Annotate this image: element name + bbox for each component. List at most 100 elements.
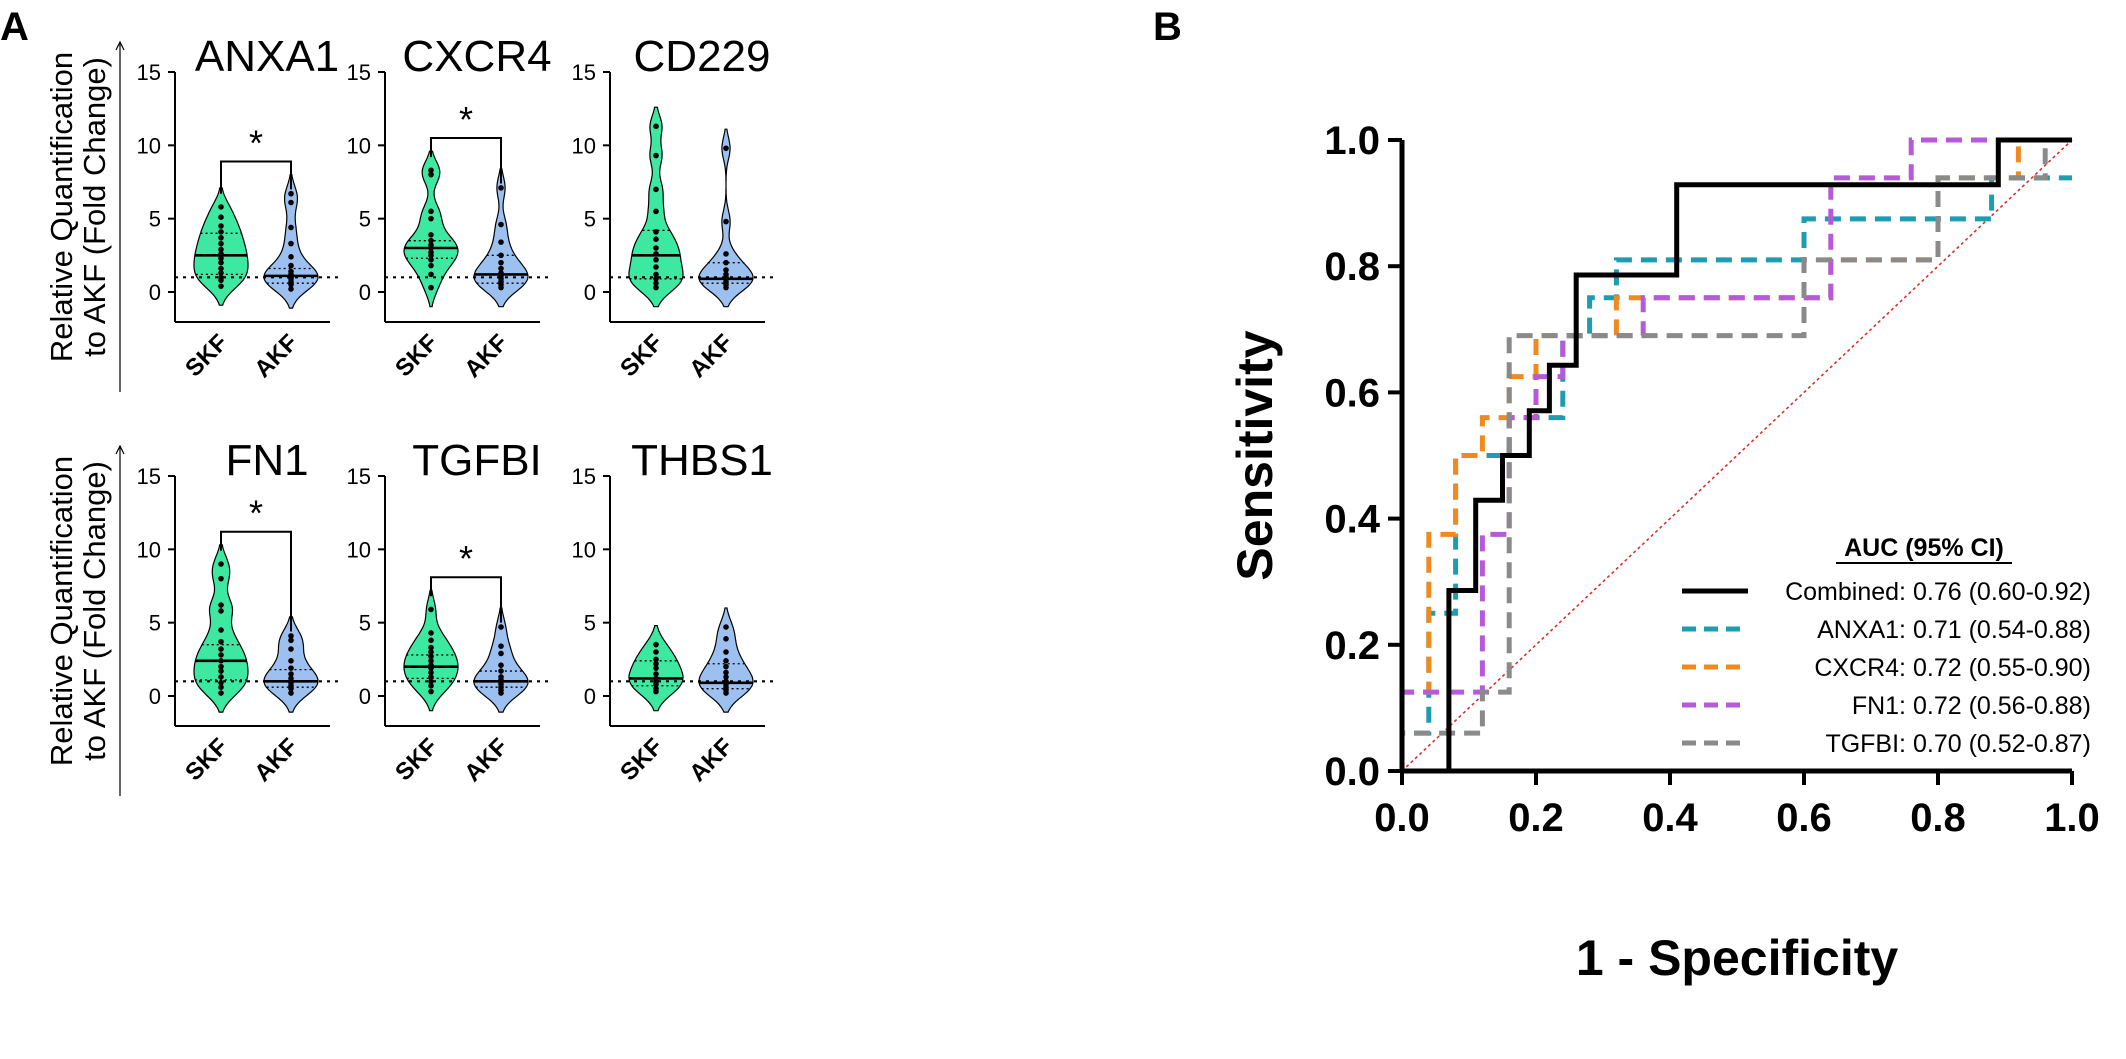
- data-point: [653, 660, 659, 667]
- data-point: [218, 234, 224, 241]
- significance-star: *: [249, 493, 263, 534]
- data-point: [723, 624, 729, 630]
- y-tick-label: 0: [359, 280, 371, 305]
- data-point: [723, 251, 729, 257]
- data-point: [218, 646, 224, 652]
- data-point: [218, 652, 224, 658]
- data-point: [218, 674, 224, 680]
- y-tick-label: 0: [584, 684, 596, 709]
- data-point: [428, 215, 434, 222]
- data-point: [498, 239, 504, 245]
- data-point: [498, 221, 504, 228]
- data-point: [288, 658, 294, 664]
- data-point: [723, 259, 729, 266]
- significance-star: *: [459, 99, 473, 140]
- data-point: [288, 268, 294, 275]
- roc-x-tick-label: 0.8: [1910, 796, 1966, 840]
- y-tick-label: 5: [149, 207, 161, 232]
- data-point: [428, 674, 434, 680]
- roc-y-tick-label: 0.2: [1324, 624, 1380, 668]
- violin-panel-cxcr4: CXCR4 0 5 10 15 SKF AKF *: [347, 32, 552, 383]
- violin-panel-tgfbi: TGFBI 0 5 10 15 SKF AKF *: [347, 436, 552, 787]
- violin-title: ANXA1: [195, 32, 339, 81]
- roc-x-tick-label: 0.2: [1508, 796, 1564, 840]
- data-point: [218, 270, 224, 276]
- data-point: [218, 627, 224, 633]
- significance-bracket: [430, 137, 502, 184]
- y-axis-label: to AKF (Fold Change): [77, 57, 112, 357]
- y-axis-label: Relative Quantification: [44, 456, 79, 766]
- x-tick-label: AKF: [249, 733, 303, 787]
- data-point: [723, 271, 729, 278]
- y-tick-label: 10: [347, 133, 371, 158]
- data-point: [288, 286, 294, 292]
- violin-panel-cd229: CD229 0 5 10 15 SKF AKF: [572, 32, 777, 383]
- legend-auc: 0.76 (0.60-0.92): [1913, 578, 2091, 606]
- data-point: [498, 668, 504, 674]
- violin-skf: [193, 187, 249, 306]
- data-point: [428, 653, 434, 660]
- data-point: [498, 252, 504, 259]
- violin-panel-thbs1: THBS1 0 5 10 15 SKF AKF: [572, 436, 777, 787]
- x-tick-label: SKF: [180, 329, 233, 382]
- y-axis-label: to AKF (Fold Change): [77, 461, 112, 761]
- data-point: [498, 662, 504, 668]
- data-point: [498, 624, 504, 630]
- x-tick-label: SKF: [390, 733, 443, 786]
- data-point: [218, 214, 224, 220]
- data-point: [218, 658, 224, 664]
- data-point: [218, 274, 224, 281]
- data-point: [428, 662, 434, 668]
- y-tick-label: 5: [584, 207, 596, 232]
- data-point: [428, 167, 434, 174]
- data-point: [218, 255, 224, 262]
- roc-y-tick-label: 0.6: [1324, 371, 1380, 415]
- data-point: [723, 267, 729, 273]
- data-point: [288, 671, 294, 677]
- roc-x-axis-label: 1 - Specificity: [1576, 930, 1899, 986]
- legend-label: Combined:: [1785, 578, 1906, 606]
- x-tick-label: AKF: [459, 329, 513, 383]
- data-point: [653, 123, 659, 130]
- y-axis-arrow-head: [115, 444, 125, 455]
- data-point: [218, 602, 224, 608]
- legend-label: ANXA1:: [1817, 616, 1906, 644]
- data-point: [428, 630, 434, 636]
- y-tick-label: 5: [584, 611, 596, 636]
- significance-star: *: [249, 122, 263, 163]
- y-tick-label: 10: [572, 133, 596, 158]
- y-tick-label: 0: [149, 684, 161, 709]
- data-point: [653, 264, 659, 270]
- data-point: [428, 649, 434, 655]
- data-point: [723, 663, 729, 670]
- data-point: [653, 284, 659, 291]
- x-tick-label: SKF: [615, 329, 668, 382]
- roc-y-axis-label: Sensitivity: [1227, 330, 1283, 580]
- legend-auc: 0.72 (0.56-0.88): [1913, 692, 2091, 720]
- data-point: [428, 682, 434, 689]
- data-point: [428, 678, 434, 685]
- y-tick-label: 15: [347, 60, 371, 85]
- data-point: [428, 606, 434, 613]
- roc-x-tick-label: 0.0: [1374, 796, 1430, 840]
- data-point: [653, 256, 659, 263]
- y-tick-label: 15: [572, 464, 596, 489]
- data-point: [653, 685, 659, 692]
- data-point: [653, 208, 659, 215]
- data-point: [218, 259, 224, 266]
- data-point: [218, 663, 224, 670]
- legend-label: TGFBI:: [1825, 730, 1906, 758]
- y-tick-label: 0: [584, 280, 596, 305]
- x-tick-label: AKF: [684, 329, 738, 383]
- data-point: [428, 249, 434, 256]
- panel-a-label: A: [0, 5, 29, 49]
- roc-y-tick-label: 0.0: [1324, 750, 1380, 794]
- x-tick-label: AKF: [684, 733, 738, 787]
- data-point: [218, 223, 224, 229]
- data-point: [428, 644, 434, 651]
- data-point: [218, 575, 224, 582]
- data-point: [218, 680, 224, 686]
- data-point: [288, 199, 294, 206]
- data-point: [428, 669, 434, 676]
